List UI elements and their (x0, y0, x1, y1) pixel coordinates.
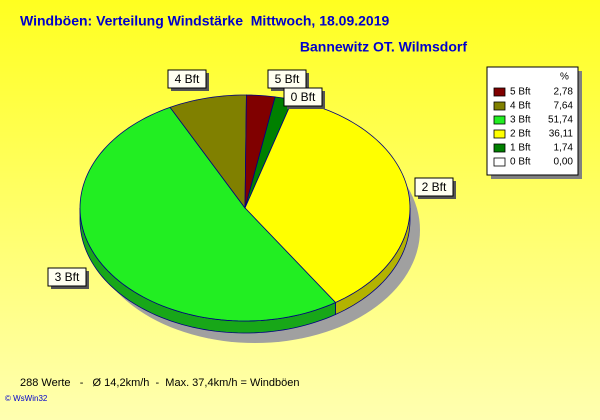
legend-value: 1,74 (554, 143, 574, 154)
pie: 5 Bft 4 Bft 3 Bft 2 Bft 0 Bft (47, 69, 456, 343)
legend-swatch (493, 129, 506, 139)
footer-stats: 288 Werte - Ø 14,2km/h - Max. 37,4km/h =… (20, 377, 300, 389)
legend-header: % (560, 72, 569, 83)
legend-label: 0 Bft (510, 157, 531, 168)
pie-slice (244, 94, 276, 209)
legend-value: 51,74 (548, 115, 573, 126)
label-box (47, 267, 87, 287)
chart-title: Windböen: Verteilung Windstärke Mittwoch… (20, 13, 389, 29)
legend-swatch (493, 143, 506, 153)
legend: % 5 Bft 2,78 4 Bft 7,64 3 Bft 51,74 2 Bft 36,11 1… (486, 66, 582, 179)
legend-label: 4 Bft (510, 101, 531, 112)
pie-slice (244, 99, 411, 303)
slice-label: 5 Bft (275, 72, 300, 86)
pie-slice (79, 106, 337, 322)
slice-label: 4 Bft (175, 72, 200, 86)
slice-label: 2 Bft (422, 180, 447, 194)
slice-label: 0 Bft (291, 90, 316, 104)
legend-label: 3 Bft (510, 115, 531, 126)
legend-swatch (493, 115, 506, 125)
legend-label: 5 Bft (510, 87, 531, 98)
slice-label: 3 Bft (55, 270, 80, 284)
chart-subtitle: Bannewitz OT. Wilmsdorf (300, 39, 467, 55)
pie-slice (169, 94, 247, 210)
legend-swatch (493, 101, 506, 111)
label-box (414, 177, 454, 197)
legend-label: 2 Bft (510, 129, 531, 140)
legend-swatch (493, 87, 506, 97)
legend-value: 0,00 (554, 157, 574, 168)
legend-value: 2,78 (554, 87, 574, 98)
legend-label: 1 Bft (510, 143, 531, 154)
label-box (283, 87, 323, 107)
legend-swatch (493, 157, 506, 167)
label-box (167, 69, 207, 89)
footer-copyright: © WsWin32 (5, 394, 48, 403)
legend-value: 36,11 (549, 129, 574, 140)
legend-value: 7,64 (554, 101, 574, 112)
